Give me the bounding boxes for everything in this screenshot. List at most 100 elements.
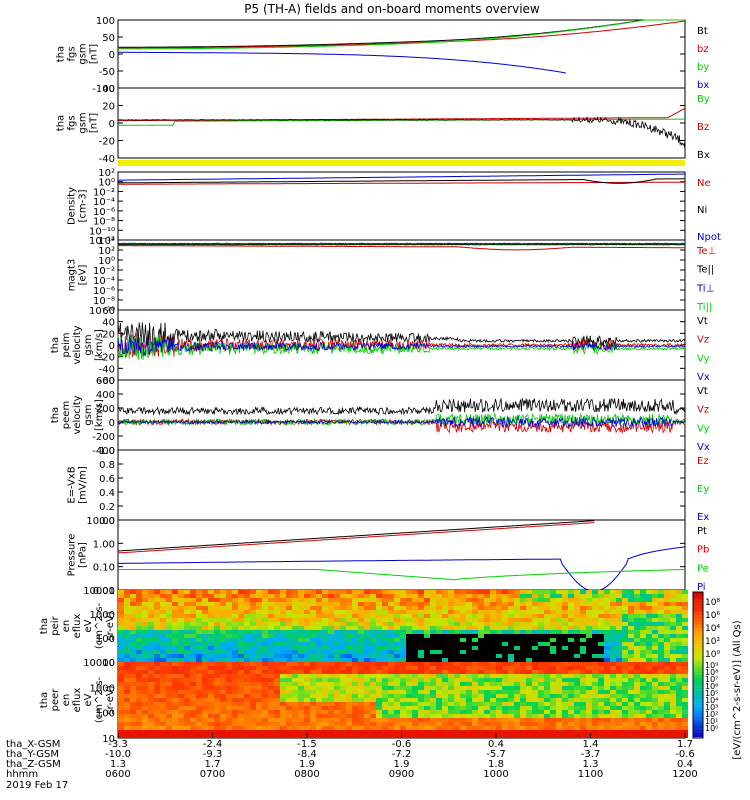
heatmap-cell xyxy=(322,654,328,658)
heatmap-cell xyxy=(184,730,190,734)
ytick-label: 10⁻⁴ xyxy=(93,197,115,208)
heatmap-cell xyxy=(310,726,316,730)
heatmap-cell xyxy=(466,626,472,630)
heatmap-cell xyxy=(502,630,508,634)
ylabel-line: Pressure xyxy=(67,534,78,577)
heatmap-cell xyxy=(556,714,562,718)
heatmap-cell xyxy=(436,622,442,626)
heatmap-cell xyxy=(148,698,154,702)
heatmap-cell xyxy=(124,702,130,706)
heatmap-cell xyxy=(274,690,280,694)
heatmap-cell xyxy=(280,730,286,734)
heatmap-cell xyxy=(634,598,640,602)
heatmap-cell xyxy=(406,650,412,654)
heatmap-cell xyxy=(400,706,406,710)
heatmap-cell xyxy=(646,710,652,714)
heatmap-cell xyxy=(154,606,160,610)
heatmap-cell xyxy=(256,654,262,658)
heatmap-cell xyxy=(280,602,286,606)
heatmap-cell xyxy=(340,618,346,622)
heatmap-cell xyxy=(130,730,136,734)
heatmap-cell xyxy=(394,602,400,606)
heatmap-cell xyxy=(436,690,442,694)
heatmap-cell xyxy=(466,726,472,730)
heatmap-cell xyxy=(214,718,220,722)
heatmap-cell xyxy=(268,686,274,690)
heatmap-cell xyxy=(310,602,316,606)
heatmap-cell xyxy=(604,690,610,694)
heatmap-cell xyxy=(634,690,640,694)
heatmap-cell xyxy=(670,590,676,594)
heatmap-cell xyxy=(424,594,430,598)
heatmap-cell xyxy=(442,702,448,706)
heatmap-cell xyxy=(640,678,646,682)
heatmap-cell xyxy=(280,662,286,666)
heatmap-cell xyxy=(130,618,136,622)
heatmap-cell xyxy=(604,686,610,690)
heatmap-cell xyxy=(616,718,622,722)
heatmap-cell xyxy=(274,734,280,738)
heatmap-cell xyxy=(400,606,406,610)
heatmap-cell xyxy=(184,626,190,630)
heatmap-cell xyxy=(304,726,310,730)
heatmap-cell xyxy=(238,686,244,690)
heatmap-cell xyxy=(640,706,646,710)
heatmap-cell xyxy=(676,650,682,654)
heatmap-cell xyxy=(478,606,484,610)
legend-vz: Vz xyxy=(697,335,709,346)
heatmap-cell xyxy=(424,614,430,618)
heatmap-cell xyxy=(550,654,556,658)
heatmap-cell xyxy=(610,678,616,682)
heatmap-cell xyxy=(244,642,250,646)
heatmap-cell xyxy=(412,674,418,678)
ytick-label: 100 xyxy=(96,16,115,27)
heatmap-cell xyxy=(334,718,340,722)
heatmap-cell xyxy=(598,718,604,722)
heatmap-cell xyxy=(388,618,394,622)
heatmap-cell xyxy=(448,698,454,702)
heatmap-cell xyxy=(682,714,688,718)
heatmap-cell xyxy=(214,602,220,606)
heatmap-cell xyxy=(328,638,334,642)
heatmap-cell xyxy=(250,642,256,646)
heatmap-cell xyxy=(472,706,478,710)
heatmap-cell xyxy=(538,650,544,654)
heatmap-cell xyxy=(160,662,166,666)
heatmap-cell xyxy=(502,606,508,610)
heatmap-cell xyxy=(418,682,424,686)
heatmap-cell xyxy=(220,602,226,606)
heatmap-cell xyxy=(448,610,454,614)
heatmap-cell xyxy=(394,630,400,634)
heatmap-cell xyxy=(352,730,358,734)
heatmap-cell xyxy=(232,702,238,706)
heatmap-cell xyxy=(532,630,538,634)
colorbar-step xyxy=(693,605,703,607)
heatmap-cell xyxy=(262,674,268,678)
heatmap-cell xyxy=(148,666,154,670)
heatmap-cell xyxy=(478,718,484,722)
heatmap-cell xyxy=(346,606,352,610)
heatmap-cell xyxy=(352,606,358,610)
heatmap-cell xyxy=(424,734,430,738)
heatmap-cell xyxy=(634,662,640,666)
heatmap-cell xyxy=(196,722,202,726)
heatmap-cell xyxy=(142,726,148,730)
heatmap-cell xyxy=(412,694,418,698)
heatmap-cell xyxy=(220,698,226,702)
heatmap-cell xyxy=(556,602,562,606)
heatmap-cell xyxy=(202,714,208,718)
heatmap-cell xyxy=(460,654,466,658)
heatmap-cell xyxy=(628,678,634,682)
heatmap-cell xyxy=(622,638,628,642)
heatmap-cell xyxy=(202,610,208,614)
heatmap-cell xyxy=(658,702,664,706)
ylabel-line: en xyxy=(61,694,72,707)
heatmap-cell xyxy=(502,634,508,638)
heatmap-cell xyxy=(598,682,604,686)
heatmap-cell xyxy=(328,642,334,646)
heatmap-cell xyxy=(610,606,616,610)
heatmap-cell xyxy=(352,686,358,690)
heatmap-cell xyxy=(586,722,592,726)
heatmap-cell xyxy=(610,630,616,634)
heatmap-cell xyxy=(376,702,382,706)
